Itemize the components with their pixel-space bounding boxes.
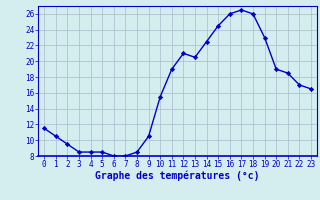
X-axis label: Graphe des températures (°c): Graphe des températures (°c) (95, 171, 260, 181)
